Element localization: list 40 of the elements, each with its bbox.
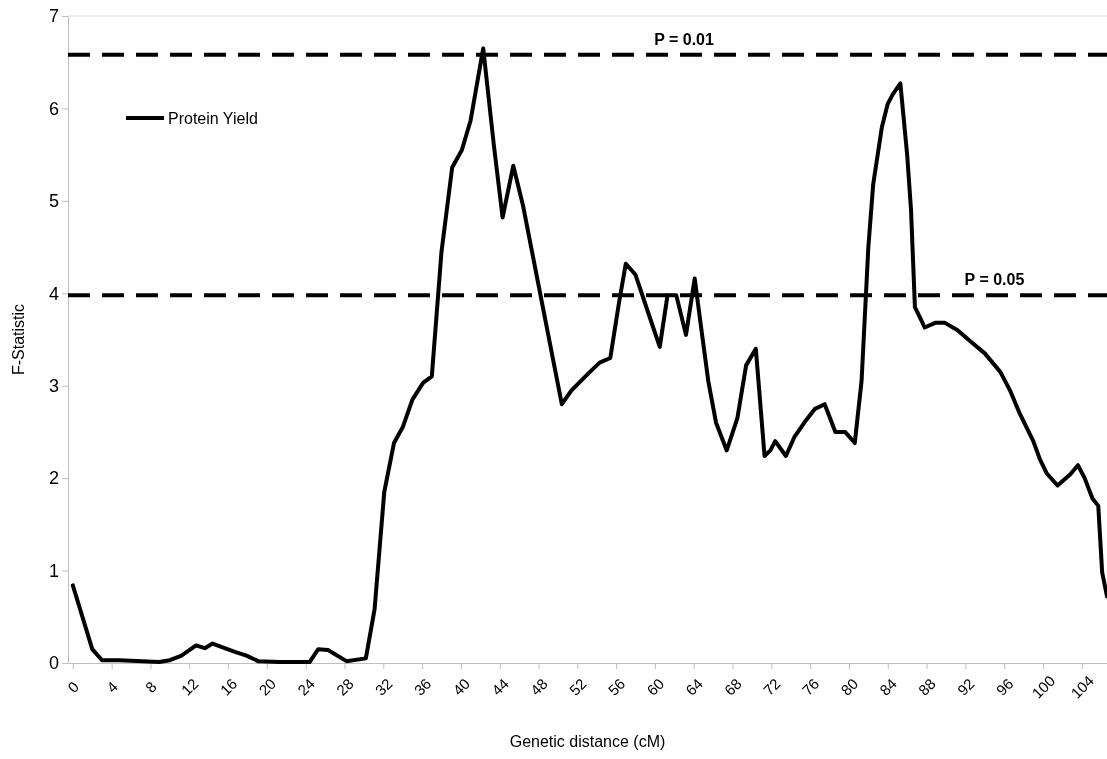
x-tick-label: 68 bbox=[720, 674, 745, 699]
annotation: P = 0.05 bbox=[964, 271, 1025, 289]
x-axis-title: Genetic distance (cM) bbox=[509, 733, 666, 750]
x-tick-label: 8 bbox=[141, 677, 160, 696]
y-tick-label: 0 bbox=[48, 653, 59, 674]
x-tick-label: 60 bbox=[643, 674, 668, 699]
y-tick-label: 5 bbox=[48, 191, 59, 212]
x-tick-label: 72 bbox=[759, 674, 784, 699]
x-tick-label: 84 bbox=[876, 674, 900, 699]
x-tick-label: 96 bbox=[992, 674, 1017, 699]
x-tick-label: 28 bbox=[332, 674, 357, 699]
x-tick-label: 48 bbox=[526, 674, 551, 699]
x-tick-label: 92 bbox=[953, 674, 978, 699]
legend-label: Protein Yield bbox=[168, 110, 258, 127]
y-tick-label: 3 bbox=[48, 375, 59, 396]
x-tick-label: 88 bbox=[914, 674, 939, 699]
x-tick-label: 32 bbox=[371, 674, 396, 699]
x-tick-label: 104 bbox=[1067, 671, 1097, 702]
x-tick-label: 4 bbox=[103, 677, 121, 696]
x-tick-label: 76 bbox=[798, 674, 823, 699]
x-tick-label: 24 bbox=[294, 674, 318, 699]
x-tick-label: 20 bbox=[255, 674, 280, 699]
x-tick-label: 40 bbox=[449, 674, 474, 699]
x-tick-label: 64 bbox=[682, 674, 706, 699]
y-tick-label: 1 bbox=[48, 560, 59, 581]
x-tick-label: 16 bbox=[216, 674, 241, 699]
y-tick-label: 4 bbox=[48, 283, 59, 304]
annotation: P = 0.01 bbox=[654, 30, 714, 48]
x-tick-label: 44 bbox=[488, 674, 512, 699]
y-tick-label: 7 bbox=[48, 6, 59, 27]
x-tick-label: 80 bbox=[837, 674, 862, 699]
x-tick-label: 12 bbox=[177, 674, 202, 699]
x-tick-label: 56 bbox=[604, 674, 629, 699]
x-tick-label: 36 bbox=[410, 674, 435, 699]
x-tick-label: 0 bbox=[64, 677, 83, 696]
y-axis-title: F-Statistic bbox=[10, 303, 27, 376]
x-tick-label: 52 bbox=[565, 674, 590, 699]
y-tick-label: 2 bbox=[48, 468, 59, 489]
y-tick-label: 6 bbox=[48, 98, 59, 119]
x-tick-label: 100 bbox=[1028, 671, 1059, 702]
